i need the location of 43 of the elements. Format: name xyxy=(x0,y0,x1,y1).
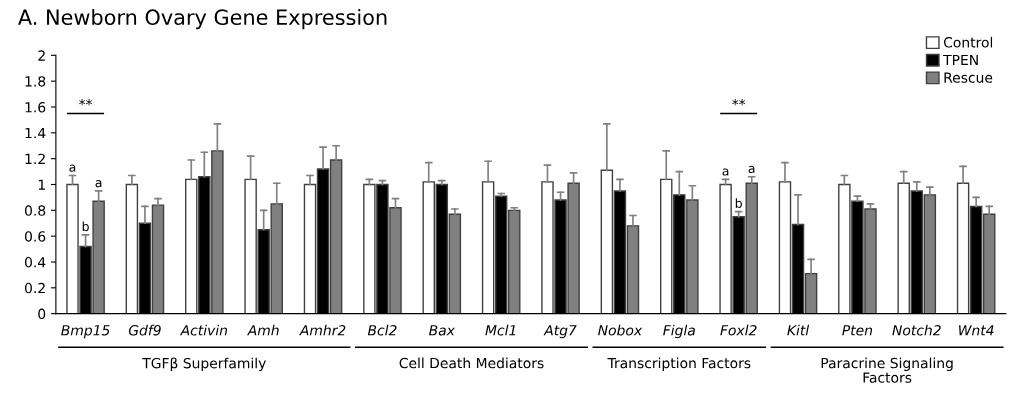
x-tick-label: Mcl1 xyxy=(485,324,516,336)
y-tick-label: 1.8 xyxy=(25,76,46,87)
y-tick-label: 1.6 xyxy=(25,101,46,113)
x-tick-label: Foxl2 xyxy=(720,324,757,336)
annotation: ** xyxy=(79,98,93,106)
y-tick-label: 0.4 xyxy=(24,256,46,268)
annotation: a xyxy=(748,165,755,174)
legend-label: Control xyxy=(943,36,993,48)
legend-label: TPEN xyxy=(943,54,978,66)
x-tick-label: Bmp15 xyxy=(61,325,110,339)
x-tick-label: Atg7 xyxy=(543,325,577,339)
y-tick-label: 1.4 xyxy=(25,127,46,139)
text: Cell Death Mediators xyxy=(399,357,544,369)
y-tick-label: 0 xyxy=(38,308,46,320)
y-tick-label: 1.2 xyxy=(25,153,45,164)
x-tick-label: Gdf9 xyxy=(128,324,161,336)
annotation: ** xyxy=(732,98,746,106)
x-tick-label: Bcl2 xyxy=(367,324,397,336)
y-tick-label: 2 xyxy=(38,50,45,61)
text: Transcription Factors xyxy=(607,357,751,371)
x-tick-label: Figla xyxy=(663,324,695,339)
x-tick-label: Bax xyxy=(429,325,456,336)
text: TGFβ Superfamily xyxy=(142,357,266,372)
x-tick-label: Nobox xyxy=(598,324,643,336)
x-tick-label: Wnt4 xyxy=(959,325,994,336)
annotation: b xyxy=(735,198,742,208)
y-tick-label: 0.8 xyxy=(24,205,46,216)
y-tick-label: 0.2 xyxy=(24,282,45,294)
annotation: a xyxy=(69,164,76,172)
x-tick-label: Notch2 xyxy=(892,324,941,336)
annotation: a xyxy=(95,180,102,188)
y-tick-label: 1 xyxy=(38,179,45,190)
annotation: a xyxy=(722,168,729,176)
annotation: b xyxy=(82,221,89,232)
y-tick-label: 0.6 xyxy=(24,231,46,242)
x-tick-label: Amh xyxy=(247,324,279,336)
x-tick-label: Kitl xyxy=(787,324,810,336)
x-tick-label: Activin xyxy=(179,324,228,336)
chart-title: A. Newborn Ovary Gene Expression xyxy=(18,8,387,30)
x-tick-label: Pten xyxy=(842,325,873,336)
text: Paracrine Signaling Factors xyxy=(821,357,953,383)
legend-label: Rescue xyxy=(944,72,993,83)
x-tick-label: Amhr2 xyxy=(299,324,346,336)
